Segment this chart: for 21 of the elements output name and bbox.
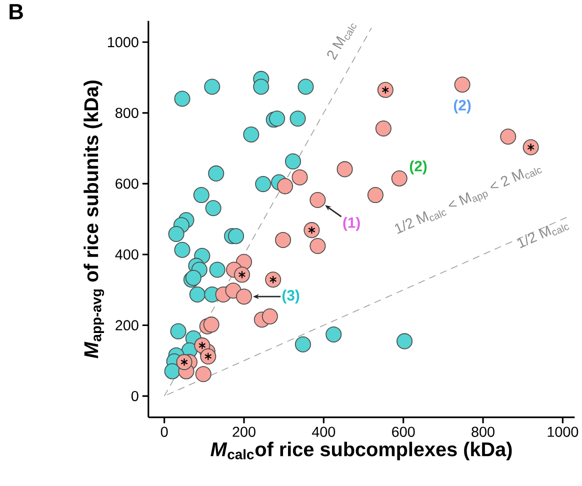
y-tick-label: 400 [115, 249, 138, 260]
y-axis-title: M$_{app-avg}$ of rice subunits (kDa) [84, 80, 104, 358]
y-tick-label: 600 [116, 178, 138, 189]
chart-title: B [10, 4, 23, 20]
annotation: (1) [343, 216, 360, 231]
y-tick-label: 0 [131, 390, 138, 402]
x-axis-title: M$_{calc}$of rice subcomplexes (kDa) [210, 442, 512, 460]
x-tick-label: 0 [160, 426, 168, 437]
x-tick-label: 1000 [548, 426, 578, 437]
annotation: (2) [454, 100, 471, 114]
y-tick-label: 1000 [108, 37, 138, 48]
x-tick-label: 400 [312, 426, 336, 437]
x-tick-label: 200 [232, 426, 256, 437]
y-tick-label: 800 [116, 108, 138, 118]
annotation: (3) [282, 290, 300, 304]
annotation: (2) [410, 160, 427, 174]
x-tick-label: 600 [392, 426, 415, 437]
y-tick-label: 200 [116, 320, 138, 330]
annotation: 1/2 M$_{calc}$ [517, 224, 569, 248]
x-tick-label: 800 [472, 426, 494, 437]
annotation: 2 M$_{calc}$ [327, 24, 356, 60]
